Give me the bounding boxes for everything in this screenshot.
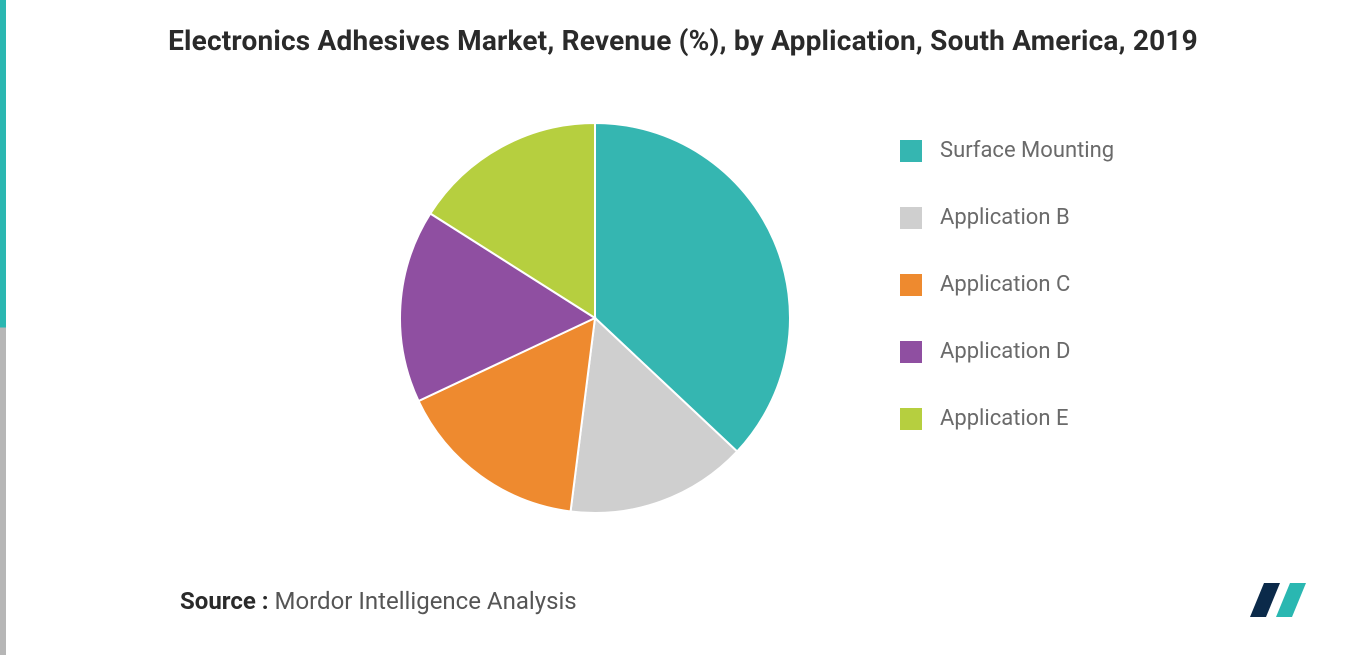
legend-item: Surface Mounting (900, 138, 1230, 163)
legend-label: Surface Mounting (940, 138, 1114, 163)
legend: Surface Mounting Application B Application… (900, 138, 1230, 473)
legend-label: Application C (940, 272, 1070, 297)
legend-swatch (900, 408, 922, 430)
source-text: Mordor Intelligence Analysis (274, 587, 576, 615)
legend-swatch (900, 341, 922, 363)
chart-area: Surface Mounting Application B Application… (0, 98, 1366, 538)
source-label: Source : (180, 587, 269, 615)
source-line: Source : Mordor Intelligence Analysis (180, 587, 577, 615)
logo-bar (1250, 583, 1280, 617)
legend-label: Application B (940, 205, 1070, 230)
legend-item: Application C (900, 272, 1230, 297)
legend-item: Application E (900, 406, 1230, 431)
legend-label: Application E (940, 406, 1068, 431)
legend-swatch (900, 274, 922, 296)
pie-chart (395, 118, 795, 518)
legend-label: Application D (940, 339, 1070, 364)
logo-bar (1276, 583, 1306, 617)
brand-logo (1246, 577, 1318, 625)
legend-item: Application D (900, 339, 1230, 364)
chart-title: Electronics Adhesives Market, Revenue (%… (0, 24, 1366, 57)
legend-swatch (900, 140, 922, 162)
legend-item: Application B (900, 205, 1230, 230)
legend-swatch (900, 207, 922, 229)
